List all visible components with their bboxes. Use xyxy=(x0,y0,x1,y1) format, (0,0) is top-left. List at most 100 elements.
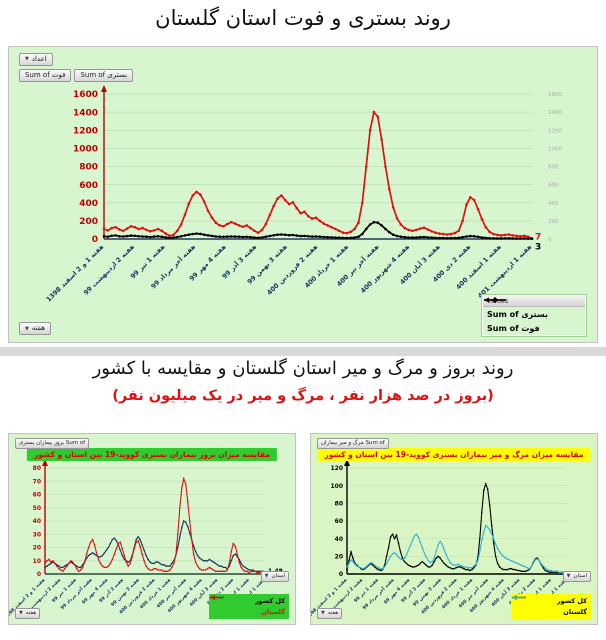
data-point xyxy=(445,236,449,240)
data-point xyxy=(530,237,534,240)
data-point xyxy=(514,568,517,571)
data-point xyxy=(188,532,191,534)
data-point xyxy=(203,200,206,204)
data-point xyxy=(499,237,503,240)
series-line-1 xyxy=(346,524,567,573)
data-point xyxy=(91,552,94,554)
data-point xyxy=(443,562,445,565)
data-point xyxy=(407,228,410,232)
mortality-field-button[interactable]: Sum of مرگ و میر بیماران xyxy=(317,438,389,449)
data-point xyxy=(203,233,206,236)
data-point xyxy=(139,538,141,541)
data-point xyxy=(218,565,221,567)
data-point xyxy=(419,541,422,543)
data-point xyxy=(114,225,117,229)
data-point xyxy=(125,234,129,238)
data-point xyxy=(212,561,215,563)
data-point xyxy=(431,564,433,566)
data-point xyxy=(131,556,133,558)
data-point xyxy=(135,538,137,541)
data-point xyxy=(101,565,104,567)
incidence-field-button[interactable]: Sum of بروز بیماران بستری xyxy=(15,438,90,449)
province-filter-button-incidence[interactable]: استان ▼ xyxy=(260,571,289,582)
week-axis-filter-button[interactable]: هفته ▼ xyxy=(19,322,51,335)
data-point xyxy=(64,567,66,570)
data-point xyxy=(149,230,152,233)
data-point xyxy=(184,521,187,524)
data-point xyxy=(483,489,485,491)
data-point xyxy=(469,567,471,569)
data-point xyxy=(422,226,426,229)
data-point xyxy=(50,562,52,565)
numbers-filter-button[interactable]: اعداد ▼ xyxy=(19,53,53,66)
data-point xyxy=(548,569,550,572)
data-point xyxy=(405,553,408,556)
data-point xyxy=(538,560,541,562)
data-point xyxy=(113,537,116,539)
data-point xyxy=(488,504,491,506)
x-axis-label: هفته 3 بهمن 99 xyxy=(412,577,443,608)
data-point xyxy=(429,566,431,568)
week-filter-button-incidence[interactable]: هفته ▼ xyxy=(15,608,41,619)
data-point xyxy=(472,198,476,202)
data-point xyxy=(214,221,218,224)
data-point xyxy=(423,562,426,565)
data-point xyxy=(524,570,527,573)
data-point xyxy=(75,567,78,570)
data-point xyxy=(503,233,507,237)
legend-marker-icon xyxy=(210,595,224,600)
data-point xyxy=(318,219,322,223)
data-point xyxy=(409,565,412,567)
data-point xyxy=(206,209,210,213)
data-point xyxy=(268,213,272,217)
data-point xyxy=(375,566,378,568)
data-point xyxy=(121,548,124,550)
sum-of-admissions-field-button[interactable]: Sum of بستری xyxy=(74,69,134,82)
data-point xyxy=(246,570,248,573)
data-point xyxy=(476,207,480,211)
data-point xyxy=(113,553,116,555)
data-point xyxy=(560,571,562,573)
data-point xyxy=(272,234,276,237)
data-point xyxy=(147,558,149,561)
data-point xyxy=(522,565,525,567)
x-axis-label: هفته 2 فروردین 400 xyxy=(265,242,319,296)
data-point xyxy=(248,569,250,571)
sum-of-deaths-field-button[interactable]: Sum of فوت xyxy=(19,69,72,82)
data-point xyxy=(232,542,235,545)
data-point xyxy=(214,235,218,238)
data-point xyxy=(438,232,441,235)
data-point xyxy=(499,234,503,237)
data-point xyxy=(461,219,464,223)
data-point xyxy=(89,541,92,543)
data-point xyxy=(481,539,483,542)
data-point xyxy=(234,545,237,547)
data-point xyxy=(384,165,387,168)
data-point xyxy=(387,546,390,549)
data-point xyxy=(137,540,139,542)
y-axis-arrow-icon xyxy=(101,85,107,92)
week-filter-label: هفته xyxy=(327,610,339,617)
week-filter-button-mortality[interactable]: هفته ▼ xyxy=(317,608,343,619)
data-point xyxy=(441,543,443,545)
data-point xyxy=(544,569,546,572)
province-filter-button-mortality[interactable]: استان ▼ xyxy=(562,571,591,582)
data-point xyxy=(383,566,386,568)
data-point xyxy=(101,554,104,557)
y-axis-label: 60 xyxy=(33,492,41,499)
data-point xyxy=(526,237,530,240)
data-point xyxy=(204,569,207,571)
data-point xyxy=(299,211,302,215)
comparison-charts-row: Sum of بروز بیماران بستری مقایسه میزان ب… xyxy=(8,433,598,625)
data-point xyxy=(524,566,527,568)
data-point xyxy=(196,565,199,567)
data-point xyxy=(234,553,237,555)
data-point xyxy=(214,570,217,573)
data-point xyxy=(486,526,489,528)
data-point xyxy=(254,570,256,573)
data-point xyxy=(469,234,472,238)
data-point xyxy=(341,236,345,240)
data-point xyxy=(110,226,113,230)
data-point xyxy=(198,557,201,559)
data-point xyxy=(540,562,542,565)
